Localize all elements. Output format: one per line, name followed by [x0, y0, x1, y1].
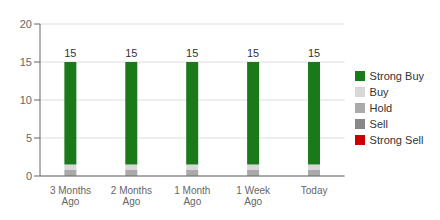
html-text:Buy: Buy — [369, 86, 389, 98]
svg-text:3 MonthsAgo: 3 MonthsAgo — [50, 185, 91, 207]
svg-text:5: 5 — [26, 132, 32, 144]
svg-text:1 WeekAgo: 1 WeekAgo — [236, 185, 271, 207]
svg-text:1 MonthAgo: 1 MonthAgo — [174, 185, 210, 207]
svg-text:15: 15 — [20, 56, 32, 68]
svg-text:15: 15 — [247, 47, 259, 59]
svg-text:15: 15 — [125, 47, 137, 59]
svg-text:15: 15 — [64, 47, 76, 59]
html-text:Strong Buy: Strong Buy — [369, 70, 424, 82]
svg-text:10: 10 — [20, 94, 32, 106]
svg-text:Today: Today — [301, 185, 328, 196]
svg-text:15: 15 — [186, 47, 198, 59]
html-text:Hold: Hold — [369, 102, 393, 114]
svg-text:15: 15 — [308, 47, 320, 59]
svg-text:2 MonthsAgo: 2 MonthsAgo — [111, 185, 152, 207]
svg-text:20: 20 — [20, 18, 32, 30]
html-text:Sell: Sell — [369, 118, 388, 130]
svg-text:0: 0 — [26, 170, 32, 182]
html-text:Strong Sell: Strong Sell — [369, 134, 424, 146]
